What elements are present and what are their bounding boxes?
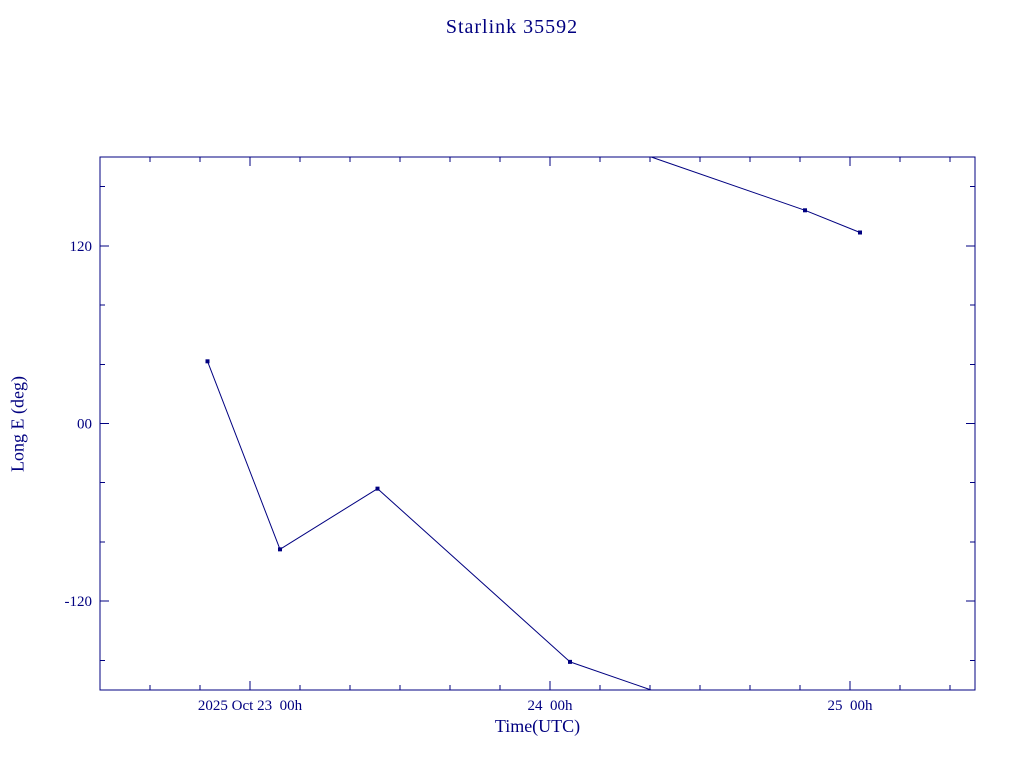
x-axis-label: Time(UTC) <box>494 716 581 736</box>
x-axis-tick-label: 2025 Oct 23 00h <box>198 698 303 714</box>
x-axis-tick-label: 24 00h <box>528 698 574 714</box>
data-point-marker <box>803 208 807 213</box>
series-line <box>207 156 861 691</box>
x-axis-tick-label: 25 00h <box>828 698 874 714</box>
data-point-marker <box>568 659 572 664</box>
data-point-marker <box>205 359 210 364</box>
data-point-marker <box>858 230 862 235</box>
data-point-marker <box>375 486 380 491</box>
data-point-marker <box>278 547 282 552</box>
y-axis-tick-label: 00 <box>77 417 92 433</box>
y-axis-tick-label: -120 <box>65 594 93 610</box>
y-axis-tick-label: 120 <box>70 239 93 255</box>
chart-title: Starlink 35592 <box>445 16 579 38</box>
